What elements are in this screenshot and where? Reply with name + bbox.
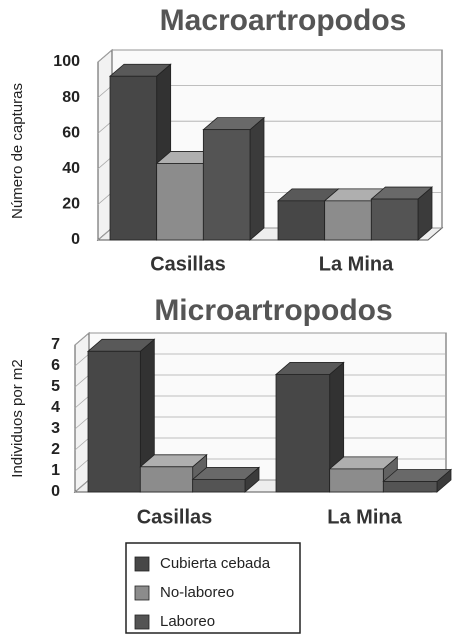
y-tick-label: 4 — [51, 399, 60, 416]
y-tick-label: 80 — [62, 89, 80, 106]
x-tick-label: Casillas — [137, 506, 213, 528]
bar — [324, 200, 372, 241]
y-tick-label: 2 — [51, 441, 60, 458]
y-tick-label: 3 — [51, 420, 60, 437]
bar — [275, 373, 331, 493]
bar — [382, 481, 438, 493]
chart-title: Microartropodos — [154, 294, 392, 327]
y-tick-label: 60 — [62, 124, 80, 141]
bar — [192, 478, 246, 493]
y-axis-label: Individuos por m2 — [9, 359, 26, 477]
legend-swatch — [134, 614, 150, 630]
y-tick-label: 1 — [51, 462, 60, 479]
y-tick-label: 6 — [51, 357, 60, 374]
y-tick-label: 40 — [62, 160, 80, 177]
bar — [87, 350, 141, 493]
legend-label: No-laboreo — [160, 584, 234, 601]
y-tick-label: 0 — [71, 231, 80, 248]
bar — [329, 468, 384, 493]
bar — [277, 200, 326, 241]
side-wall — [74, 331, 90, 494]
bar — [109, 75, 158, 241]
grid-line — [97, 49, 442, 63]
bar — [202, 129, 251, 241]
legend-swatch — [134, 556, 150, 572]
bar-side — [249, 116, 265, 241]
legend-box — [125, 542, 301, 634]
y-tick-label: 5 — [51, 378, 60, 395]
y-axis-label: Número de capturas — [9, 83, 26, 219]
x-tick-label: Casillas — [150, 253, 226, 275]
y-tick-label: 20 — [62, 196, 80, 213]
bar — [139, 466, 194, 493]
grid-line — [74, 332, 446, 346]
legend-swatch — [134, 585, 150, 601]
legend-label: Cubierta cebada — [160, 555, 271, 572]
y-tick-label: 0 — [51, 483, 60, 500]
x-tick-label: La Mina — [327, 506, 402, 528]
y-tick-label: 7 — [51, 336, 60, 353]
x-tick-label: La Mina — [319, 253, 394, 275]
chart-title: Macroartropodos — [160, 4, 407, 37]
legend-label: Laboreo — [160, 613, 215, 630]
y-tick-label: 100 — [53, 53, 80, 70]
bar — [370, 198, 419, 241]
bar — [156, 163, 204, 241]
